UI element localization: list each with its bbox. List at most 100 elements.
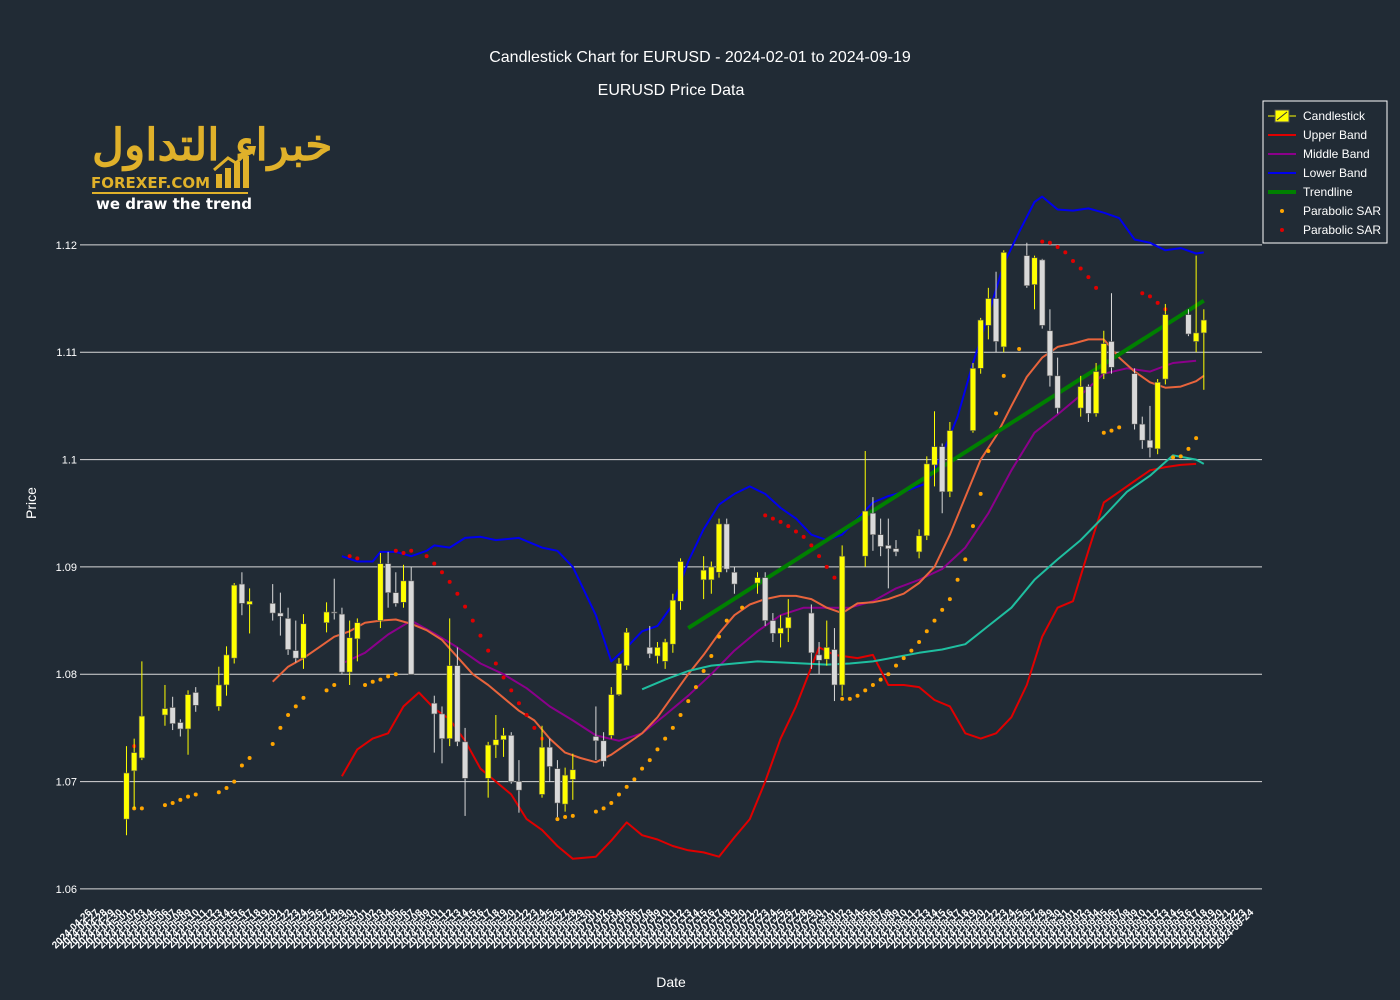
- y-tick-label: 1.11: [56, 347, 77, 359]
- candle-bear: [723, 518, 730, 573]
- candle-body: [1054, 375, 1061, 409]
- candle-bull: [246, 588, 253, 634]
- sar-dot-bull: [1001, 373, 1006, 378]
- sar-dot-bull: [724, 618, 729, 623]
- candle-body: [1146, 439, 1154, 449]
- candle-body: [839, 555, 846, 686]
- candle-bear: [408, 566, 415, 675]
- candle-bull: [131, 738, 138, 809]
- sar-dot-bull: [247, 755, 252, 760]
- candle-body: [184, 694, 192, 730]
- sar-dot-bear: [832, 575, 837, 580]
- sar-dot-bear: [801, 534, 806, 539]
- sar-dot-bear: [455, 591, 460, 596]
- candle-bull: [785, 599, 792, 643]
- candle-body: [1185, 314, 1192, 335]
- candle-body: [700, 569, 707, 581]
- candle-bear: [869, 497, 876, 551]
- legend-item: Middle Band: [1268, 147, 1370, 161]
- candle-body: [338, 613, 346, 673]
- candle-bear: [769, 613, 776, 643]
- candle-bull: [677, 558, 684, 610]
- legend[interactable]: Candlestick Upper Band Middle Band Lower Ba…: [1262, 100, 1388, 244]
- candle-body: [223, 654, 230, 686]
- candle-body: [762, 577, 769, 621]
- sar-dot-bull: [947, 597, 952, 602]
- legend-candle-slash: [1276, 111, 1288, 121]
- candle-bull: [654, 642, 661, 664]
- sar-dot-bear: [532, 725, 537, 730]
- sar-dot-bull: [901, 656, 906, 661]
- sar-dot-bull: [601, 806, 606, 811]
- legend-dot-icon: [1280, 209, 1284, 213]
- candle-bear: [1146, 405, 1154, 458]
- candle-body: [862, 510, 869, 557]
- candle-body: [1046, 330, 1053, 377]
- candle-body: [916, 535, 923, 553]
- candle-body: [400, 580, 407, 603]
- sar-dot-bull: [640, 766, 645, 771]
- sar-dot-bull: [563, 814, 568, 819]
- candle-body: [992, 298, 1000, 342]
- candle-bull: [754, 572, 761, 594]
- sar-dot-bull: [378, 677, 383, 682]
- sar-dot-bull: [855, 693, 860, 698]
- candle-body: [808, 612, 815, 654]
- sar-dot-bear: [793, 529, 798, 534]
- candle-body: [939, 446, 946, 493]
- y-tick-label: 1.1: [62, 455, 77, 467]
- candle-bull: [1100, 330, 1107, 380]
- middle-band-line: [341, 359, 1197, 742]
- legend-dot-icon: [1280, 228, 1284, 232]
- logo-divider: [92, 192, 248, 194]
- candle-body: [562, 774, 569, 805]
- sar-dot-bull: [139, 806, 144, 811]
- sar-dot-bull: [555, 817, 560, 822]
- sar-dot-bear: [770, 516, 775, 521]
- moving-average-line: [641, 454, 1205, 691]
- sar-dot-bear: [424, 554, 429, 559]
- sar-dot-bull: [624, 784, 629, 789]
- sar-dot-bear: [470, 618, 475, 623]
- sar-dot-bull: [847, 696, 852, 701]
- candle-body: [977, 319, 984, 369]
- sar-dot-bull: [686, 699, 691, 704]
- candle-body: [1193, 332, 1200, 342]
- legend-label: Parabolic SAR: [1303, 223, 1381, 237]
- candle-body: [277, 612, 284, 617]
- candle-body: [1154, 381, 1161, 450]
- candle-body: [500, 735, 507, 741]
- moving-average-line: [272, 338, 1205, 764]
- sar-dot-bear: [516, 701, 521, 706]
- candle-bear: [554, 760, 561, 817]
- sar-dot-bear: [1071, 259, 1076, 263]
- indicator-lines: [272, 195, 1205, 860]
- candle-bear: [269, 584, 276, 621]
- sar-dot-bull: [363, 682, 368, 687]
- candle-body: [731, 571, 738, 585]
- candle-body: [1108, 341, 1115, 368]
- candle-bull: [538, 725, 546, 798]
- sar-dot-bear: [439, 570, 444, 575]
- candle-bull: [354, 618, 361, 662]
- sar-dot-bear: [778, 519, 783, 524]
- candle-body: [654, 647, 661, 657]
- sar-dot-bull: [570, 813, 575, 818]
- sar-dot-bull: [963, 557, 968, 562]
- sar-dot-bear: [447, 579, 452, 584]
- chart-title: Candlestick Chart for EURUSD - 2024-02-0…: [489, 49, 911, 66]
- sar-dot-bear: [478, 633, 483, 638]
- candle-bear: [292, 620, 299, 663]
- candle-bull: [1000, 250, 1007, 353]
- candle-body: [123, 772, 130, 820]
- y-axis-ticks: 1.06 1.07 1.08 1.09 1.1 1.11 1.12: [56, 240, 77, 896]
- sar-dot-bull: [293, 704, 298, 709]
- candle-bear: [431, 695, 438, 753]
- candle-body: [600, 740, 607, 762]
- sar-dot-bear: [809, 543, 814, 548]
- candle-body: [831, 649, 838, 686]
- candle-bull: [569, 753, 576, 800]
- candle-bull: [839, 545, 846, 696]
- candle-body: [723, 523, 730, 570]
- candle-bear: [338, 607, 346, 675]
